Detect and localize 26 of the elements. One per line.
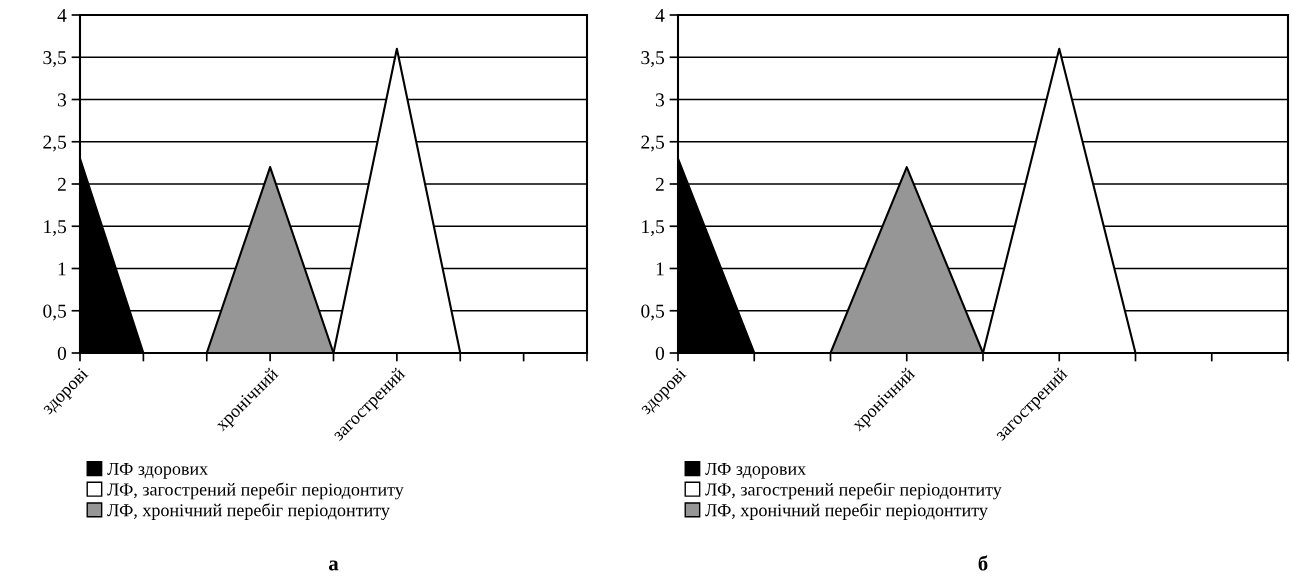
y-tick-label: 3,5 bbox=[641, 51, 665, 67]
y-tick-label: 2 bbox=[655, 177, 664, 191]
text: б bbox=[978, 555, 988, 571]
text: а bbox=[328, 560, 339, 571]
y-tick-label: 2 bbox=[57, 177, 66, 191]
legend-label: ЛФ здорових bbox=[107, 462, 208, 479]
y-tick-label: 2,5 bbox=[43, 135, 67, 152]
y-tick-label: 4 bbox=[57, 8, 67, 22]
y-tick-label: 1 bbox=[58, 262, 66, 276]
legend-label: ЛФ здорових bbox=[705, 462, 806, 479]
y-tick-label: 1 bbox=[656, 262, 664, 276]
y-tick-label: 0,5 bbox=[641, 304, 665, 321]
legend-label: ЛФ, хронічний перебіг періодонтиту bbox=[705, 503, 988, 521]
y-tick-label: 1,5 bbox=[44, 220, 67, 236]
y-tick-label: 0 bbox=[655, 346, 665, 360]
legend-label: ЛФ, хронічний перебіг періодонтиту bbox=[107, 503, 390, 521]
legend-label: ЛФ, загострений перебіг періодонтиту bbox=[107, 482, 404, 500]
y-tick-label: 3 bbox=[58, 93, 67, 107]
y-tick-label: 3 bbox=[656, 93, 665, 107]
y-tick-label: 0,5 bbox=[43, 304, 67, 321]
y-tick-label: 1,5 bbox=[642, 220, 665, 236]
y-tick-label: 3,5 bbox=[43, 51, 67, 67]
y-tick-label: 0 bbox=[57, 346, 67, 360]
y-tick-label: 4 bbox=[655, 8, 665, 22]
y-tick-label: 2,5 bbox=[641, 135, 665, 152]
legend-label: ЛФ, загострений перебіг періодонтиту bbox=[705, 482, 1002, 500]
